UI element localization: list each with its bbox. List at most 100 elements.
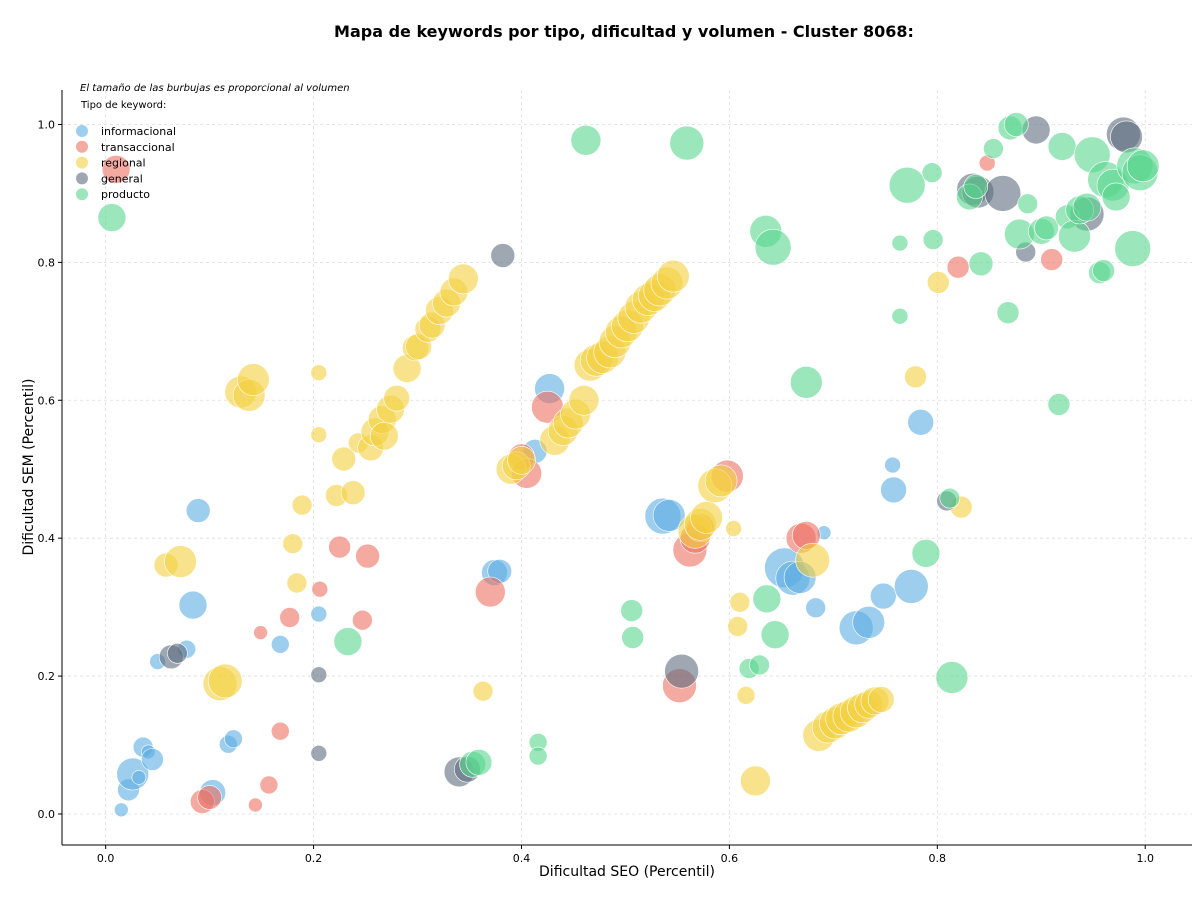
bubble-producto bbox=[1126, 149, 1160, 183]
bubble-producto bbox=[922, 229, 944, 250]
bubble-producto bbox=[752, 584, 782, 614]
bubble-regional bbox=[291, 494, 313, 516]
bubble-regional bbox=[286, 572, 308, 594]
bubble-transaccional bbox=[328, 535, 351, 559]
bubble-regional bbox=[729, 591, 751, 613]
bubble-producto bbox=[891, 307, 909, 325]
bubble-regional bbox=[736, 686, 756, 705]
bubble-informacional bbox=[869, 582, 897, 610]
bubble-general bbox=[167, 642, 188, 664]
bubble-informacional bbox=[185, 498, 211, 523]
legend-marker-regional bbox=[76, 156, 88, 169]
bubble-regional bbox=[568, 384, 600, 416]
bubble-general bbox=[664, 653, 699, 689]
bubble-informacional bbox=[178, 590, 208, 620]
bubble-regional bbox=[795, 542, 830, 578]
bubble-informacional bbox=[224, 729, 243, 749]
bubble-producto bbox=[1003, 112, 1029, 137]
axes bbox=[61, 90, 1192, 846]
x-ticks: 0.0 0.2 0.4 0.6 0.8 1.0 bbox=[97, 845, 1154, 865]
y-tick-label: 0.2 bbox=[38, 670, 56, 683]
bubble-regional bbox=[740, 765, 771, 797]
bubble-transaccional bbox=[355, 543, 380, 569]
bubble-transaccional bbox=[352, 609, 373, 631]
y-tick-label: 0.0 bbox=[38, 808, 56, 821]
bubble-regional bbox=[904, 365, 927, 389]
bubble-transaccional bbox=[1040, 248, 1063, 271]
legend-label-general: general bbox=[101, 172, 143, 185]
bubble-general bbox=[490, 243, 516, 268]
bubble-regional bbox=[704, 464, 738, 498]
bubble-regional bbox=[926, 271, 950, 294]
y-tick-label: 0.4 bbox=[38, 532, 56, 545]
bubble-regional bbox=[237, 363, 270, 396]
bubble-regional bbox=[310, 426, 328, 444]
legend-marker-general bbox=[76, 172, 88, 185]
bubble-producto bbox=[760, 620, 790, 650]
bubble-producto bbox=[939, 487, 961, 509]
bubble-regional bbox=[383, 384, 411, 412]
x-tick-label: 0.4 bbox=[513, 852, 531, 865]
bubble-producto bbox=[888, 166, 926, 204]
bubble-producto bbox=[911, 538, 941, 568]
y-ticks: 0.0 0.2 0.4 0.6 0.8 1.0 bbox=[38, 118, 62, 821]
bubble-producto bbox=[1072, 192, 1102, 222]
legend: informacional transaccional regional genera… bbox=[76, 125, 176, 201]
legend-label-producto: producto bbox=[101, 188, 150, 201]
bubble-general bbox=[984, 175, 1022, 212]
bubble-informacional bbox=[141, 748, 164, 771]
bubble-regional bbox=[310, 364, 328, 382]
y-tick-label: 1.0 bbox=[38, 118, 56, 131]
bubble-informacional bbox=[114, 802, 129, 818]
bubble-transaccional bbox=[279, 607, 301, 628]
bubble-producto bbox=[921, 162, 943, 183]
bubble-informacional bbox=[880, 476, 907, 504]
bubble-producto bbox=[1101, 182, 1131, 212]
bubble-producto bbox=[968, 251, 994, 277]
bubble-informacional bbox=[131, 770, 147, 785]
bubble-producto bbox=[669, 125, 705, 161]
bubble-transaccional bbox=[946, 255, 970, 279]
legend-marker-producto bbox=[76, 188, 88, 201]
bubbles-layer bbox=[97, 112, 1160, 818]
y-tick-label: 0.8 bbox=[38, 256, 56, 269]
legend-label-regional: regional bbox=[101, 157, 146, 170]
bubble-transaccional bbox=[259, 775, 279, 795]
bubble-informacional bbox=[652, 499, 686, 532]
bubble-producto bbox=[1034, 215, 1059, 241]
bubble-transaccional bbox=[253, 625, 268, 640]
bubble-informacional bbox=[805, 597, 827, 619]
bubble-regional bbox=[690, 501, 723, 534]
bubble-informacional bbox=[893, 569, 929, 604]
bubble-regional bbox=[282, 533, 304, 555]
bubble-producto bbox=[333, 627, 363, 656]
bubble-producto bbox=[528, 746, 548, 766]
bubble-regional bbox=[331, 446, 357, 472]
bubble-producto bbox=[1017, 193, 1038, 215]
bubble-general bbox=[310, 666, 328, 684]
bubble-transaccional bbox=[270, 721, 290, 741]
x-axis-label: Dificultad SEO (Percentil) bbox=[539, 864, 715, 880]
x-tick-label: 0.6 bbox=[721, 852, 739, 865]
bubble-producto bbox=[1047, 132, 1077, 161]
x-tick-label: 0.0 bbox=[97, 852, 115, 865]
bubble-transaccional bbox=[248, 797, 263, 813]
bubble-producto bbox=[97, 203, 127, 232]
bubble-transaccional bbox=[474, 576, 506, 608]
bubble-informacional bbox=[270, 635, 290, 654]
bubble-regional bbox=[867, 686, 895, 713]
bubble-producto bbox=[749, 654, 770, 676]
bubble-informacional bbox=[884, 456, 901, 474]
bubble-transaccional bbox=[197, 785, 222, 810]
bubble-transaccional bbox=[101, 155, 131, 184]
bubble-producto bbox=[935, 661, 969, 694]
bubble-producto bbox=[1114, 230, 1151, 267]
bubble-producto bbox=[1058, 219, 1091, 253]
bubble-producto bbox=[789, 365, 823, 399]
x-tick-label: 0.8 bbox=[929, 852, 947, 865]
y-axis-label: Dificultad SEM (Percentil) bbox=[21, 379, 37, 556]
y-tick-label: 0.6 bbox=[38, 394, 56, 407]
bubble-regional bbox=[340, 480, 366, 506]
chart-title: Mapa de keywords por tipo, dificultad y … bbox=[334, 22, 914, 41]
